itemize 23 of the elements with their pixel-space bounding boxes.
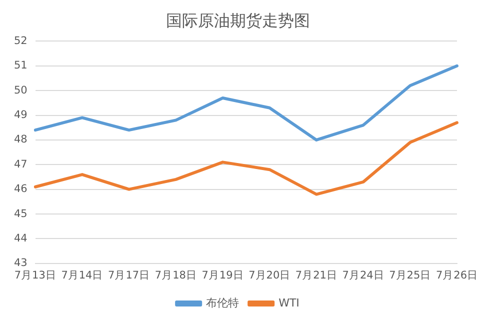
x-tick-label: 7月26日 (436, 269, 478, 282)
x-tick-label: 7月19日 (202, 269, 244, 282)
y-tick-label: 45 (14, 208, 28, 220)
x-tick-label: 7月17日 (108, 269, 150, 282)
y-tick-label: 49 (14, 109, 28, 121)
chart-title: 国际原油期货走势图 (166, 10, 310, 30)
x-tick-label: 7月13日 (14, 269, 56, 282)
y-tick-label: 51 (14, 60, 28, 72)
y-tick-label: 43 (14, 257, 28, 270)
x-tick-label: 7月20日 (248, 269, 291, 282)
x-tick-label: 7月24日 (342, 269, 384, 282)
legend-label: 布伦特 (206, 296, 240, 310)
x-tick-label: 7月25日 (389, 269, 432, 282)
y-tick-label: 47 (14, 158, 28, 170)
y-tick-label: 46 (14, 183, 28, 196)
legend-label: WTI (278, 296, 300, 310)
x-tick-label: 7月18日 (154, 269, 197, 282)
x-tick-label: 7月21日 (295, 269, 338, 282)
y-tick-label: 48 (14, 134, 28, 146)
y-tick-label: 52 (14, 34, 28, 47)
y-tick-label: 50 (14, 84, 28, 96)
y-tick-label: 44 (14, 232, 28, 244)
x-tick-label: 7月14日 (61, 269, 104, 282)
